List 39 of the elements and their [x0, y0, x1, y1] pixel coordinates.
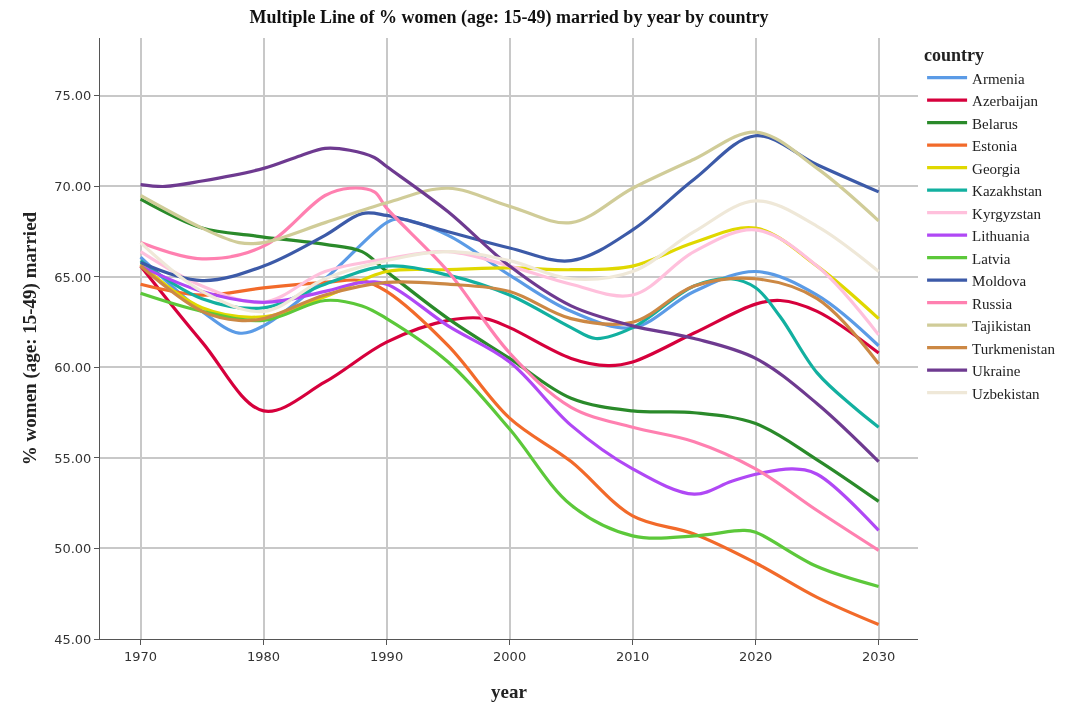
line-series	[138, 199, 881, 314]
legend-title: country	[924, 45, 985, 66]
x-tick-label: 1990	[370, 648, 404, 664]
y-tick-label: 75.00	[54, 88, 92, 104]
line-series	[138, 186, 881, 552]
y-axis-title: % women (age: 15-49) married	[19, 211, 42, 466]
y-tick-label: 60.00	[54, 360, 92, 376]
legend-label: Ukraine	[972, 363, 1021, 379]
x-tick-label: 2010	[616, 648, 650, 664]
legend-label: Azerbaijan	[972, 93, 1039, 109]
legend-label: Belarus	[972, 115, 1019, 132]
x-tick-label: 2030	[862, 648, 896, 664]
line-series	[138, 130, 881, 246]
x-tick-label: 1980	[247, 648, 281, 664]
y-tick-label: 45.00	[54, 631, 92, 647]
x-axis-title: year	[491, 681, 528, 703]
y-tick-label: 70.00	[54, 178, 92, 194]
legend-label: Uzbekistan	[972, 385, 1041, 402]
x-tick-label: 2020	[739, 648, 773, 664]
x-tick-label: 2000	[493, 648, 527, 664]
legend-label: Estonia	[972, 138, 1018, 154]
y-tick-label: 55.00	[54, 450, 92, 466]
legend-label: Kyrgyzstan	[972, 205, 1042, 222]
legend-label: Tajikistan	[972, 318, 1032, 334]
legend-label: Moldova	[972, 273, 1027, 289]
line-series	[138, 264, 881, 366]
legend-label: Russia	[972, 295, 1013, 312]
y-tick-label: 65.00	[54, 269, 92, 285]
legend-label: Kazakhstan	[972, 183, 1043, 199]
y-tick-label: 50.00	[54, 541, 92, 557]
line-series	[138, 134, 881, 283]
chart-title: Multiple Line of % women (age: 15-49) married by year by country	[249, 7, 769, 29]
legend-label: Latvia	[972, 250, 1011, 267]
legend-label: Armenia	[972, 70, 1025, 87]
legend-label: Georgia	[972, 160, 1021, 177]
legend-label: Lithuania	[972, 228, 1030, 244]
line-series	[138, 146, 881, 464]
legend-label: Turkmenistan	[972, 340, 1056, 357]
x-tick-label: 1970	[124, 648, 158, 664]
